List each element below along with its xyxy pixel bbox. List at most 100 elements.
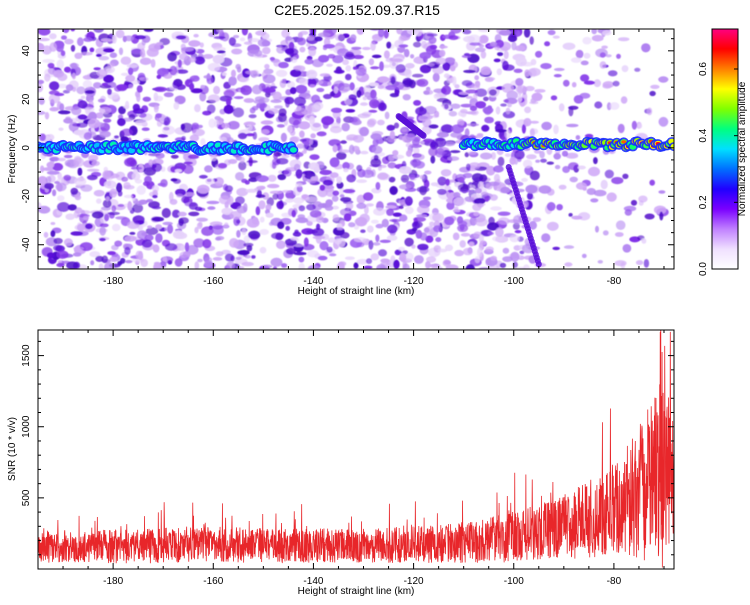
noise-blob	[191, 122, 200, 129]
colorbar-ticks: 0.0 0.2 0.4 0.6	[698, 62, 738, 276]
noise-blob	[413, 216, 426, 222]
noise-blob	[188, 202, 198, 210]
noise-blob	[221, 122, 230, 129]
noise-blob	[366, 95, 378, 101]
noise-blob	[553, 67, 565, 72]
noise-blob	[309, 84, 316, 88]
noise-blob	[547, 29, 556, 36]
noise-blob	[621, 65, 629, 73]
noise-blob	[437, 151, 447, 155]
noise-blob	[283, 169, 292, 177]
noise-blob	[248, 230, 261, 240]
noise-blob	[286, 48, 299, 56]
noise-blob	[345, 73, 352, 81]
noise-blob	[463, 69, 476, 74]
noise-blob	[332, 144, 338, 153]
noise-blob	[333, 86, 339, 94]
noise-blob	[70, 187, 79, 195]
noise-blob	[187, 154, 200, 159]
noise-blob	[40, 133, 47, 142]
noise-blob	[375, 223, 384, 229]
noise-blob	[594, 101, 603, 109]
noise-blob	[586, 188, 596, 195]
noise-blob	[521, 177, 528, 182]
noise-blob	[123, 194, 134, 199]
noise-blob	[398, 205, 404, 209]
noise-blob	[216, 50, 226, 54]
noise-blob	[444, 57, 456, 64]
noise-blob	[437, 248, 448, 253]
noise-blob	[277, 221, 285, 229]
noise-blob	[56, 250, 69, 259]
noise-blob	[360, 229, 366, 233]
noise-blob	[617, 37, 630, 42]
noise-blob	[367, 118, 377, 126]
noise-blob	[287, 81, 296, 89]
noise-blob	[529, 170, 540, 181]
noise-blob	[426, 33, 438, 37]
noise-blob	[405, 63, 415, 69]
noise-blob	[479, 240, 487, 246]
x-tick-label: -120	[404, 276, 424, 287]
noise-blob	[405, 142, 413, 148]
noise-blob	[99, 226, 106, 236]
noise-blob	[389, 186, 398, 195]
noise-blob	[38, 176, 48, 186]
noise-blob	[73, 246, 84, 251]
noise-blob	[181, 47, 194, 52]
noise-blob	[50, 222, 56, 225]
noise-blob	[569, 176, 578, 183]
noise-blob	[554, 164, 561, 170]
noise-blob	[593, 79, 601, 88]
noise-blob	[194, 226, 199, 234]
noise-blob	[235, 256, 242, 260]
noise-blob	[553, 124, 559, 135]
noise-blob	[424, 170, 432, 175]
noise-blob	[309, 115, 315, 125]
noise-blob	[515, 78, 524, 86]
noise-blob	[212, 54, 225, 64]
noise-blob	[370, 253, 380, 261]
noise-blob	[423, 89, 434, 95]
noise-blob	[638, 195, 648, 203]
snr-frame	[37, 329, 675, 570]
noise-blob	[363, 265, 373, 269]
noise-blob	[310, 122, 322, 132]
noise-blob	[246, 160, 258, 164]
noise-blob	[298, 256, 305, 263]
noise-blob	[49, 42, 57, 52]
noise-blob	[299, 138, 307, 142]
noise-blob	[348, 94, 357, 101]
noise-blob	[392, 150, 399, 156]
noise-blob	[323, 44, 336, 49]
noise-blob	[188, 211, 200, 217]
noise-blob	[460, 108, 468, 114]
spectrogram-frame	[37, 28, 675, 270]
noise-blob	[380, 258, 390, 263]
noise-blob	[552, 35, 560, 39]
noise-blob	[107, 211, 120, 216]
noise-blob	[471, 85, 481, 89]
noise-blob	[151, 163, 163, 172]
noise-blob	[433, 225, 442, 233]
noise-blob	[52, 162, 64, 171]
noise-blob	[224, 222, 229, 228]
noise-blob	[528, 220, 538, 230]
noise-blob	[641, 43, 651, 53]
noise-blob	[154, 86, 167, 93]
noise-blob	[423, 105, 437, 115]
noise-blob	[473, 231, 482, 238]
noise-blob	[319, 73, 331, 77]
noise-blob	[419, 64, 432, 74]
noise-blob	[491, 152, 496, 160]
noise-blob	[294, 66, 302, 71]
noise-blob	[233, 96, 244, 100]
noise-blob	[412, 153, 425, 161]
noise-blob	[76, 86, 86, 95]
noise-blob	[514, 45, 526, 52]
noise-blob	[270, 99, 282, 103]
noise-blob	[295, 182, 303, 188]
noise-blob	[342, 162, 350, 170]
noise-blob	[95, 255, 104, 262]
